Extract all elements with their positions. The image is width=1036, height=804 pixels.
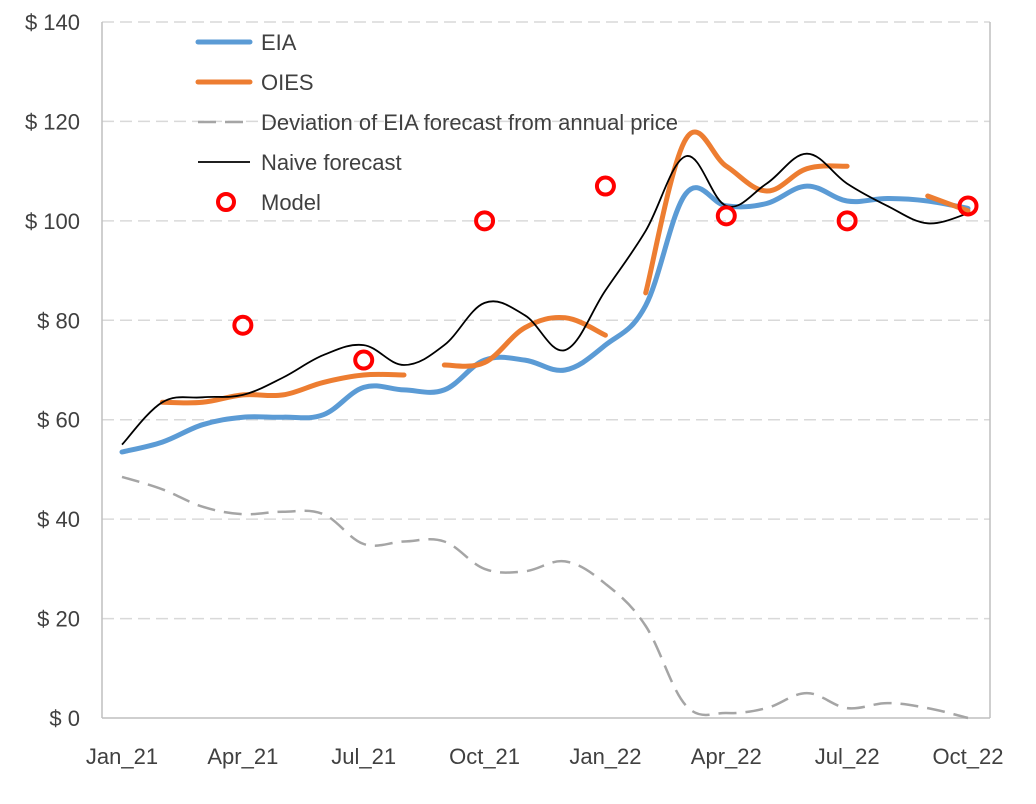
model-marker xyxy=(474,210,496,232)
x-tick-label: Jan_21 xyxy=(86,744,158,769)
series-line-eia xyxy=(119,183,971,455)
series-line-oies-segment-1 xyxy=(159,371,407,406)
y-tick-label: $ 80 xyxy=(37,308,80,333)
y-tick-label: $ 0 xyxy=(49,706,80,731)
x-tick-label: Apr_22 xyxy=(691,744,762,769)
legend-label-model: Model xyxy=(261,190,321,215)
series-line-oies-segment-4 xyxy=(925,193,971,214)
legend: EIA OIES Deviation of EIA forecast from an… xyxy=(195,30,678,215)
series-line-oies-segment-3 xyxy=(643,129,850,296)
model-marker xyxy=(715,205,737,227)
series-lines xyxy=(119,129,971,720)
model-marker xyxy=(594,175,616,197)
x-tick-label: Oct_22 xyxy=(933,744,1004,769)
model-marker xyxy=(957,195,979,217)
legend-label-eia: EIA xyxy=(261,30,297,55)
x-tick-label: Jan_22 xyxy=(569,744,641,769)
legend-label-deviation-of-eia-forecast-from-annual-price: Deviation of EIA forecast from annual pr… xyxy=(261,110,678,135)
model-markers xyxy=(232,175,979,371)
y-tick-label: $ 100 xyxy=(25,209,80,234)
model-marker xyxy=(353,349,375,371)
x-tick-label: Apr_21 xyxy=(207,744,278,769)
axes: $ 0 $ 20 $ 40 $ 60 $ 80 $ 100 $ 120 $ 140 Jan_21… xyxy=(25,10,1004,769)
y-tick-label: $ 120 xyxy=(25,109,80,134)
legend-label-naive-forecast: Naive forecast xyxy=(261,150,402,175)
y-tick-label: $ 60 xyxy=(37,408,80,433)
series-line-oies-segment-2 xyxy=(441,315,608,369)
series-line-deviation-of-eia-forecast-from-annual-price xyxy=(121,475,969,720)
x-tick-label: Oct_21 xyxy=(449,744,520,769)
legend-label-oies: OIES xyxy=(261,70,314,95)
series-line-naive-forecast xyxy=(121,152,969,446)
y-tick-label: $ 140 xyxy=(25,10,80,35)
model-marker xyxy=(232,314,254,336)
y-tick-label: $ 40 xyxy=(37,507,80,532)
x-tick-label: Jul_22 xyxy=(815,744,880,769)
legend-swatch-model xyxy=(216,192,236,212)
y-tick-label: $ 20 xyxy=(37,607,80,632)
model-marker xyxy=(836,210,858,232)
x-tick-label: Jul_21 xyxy=(331,744,396,769)
